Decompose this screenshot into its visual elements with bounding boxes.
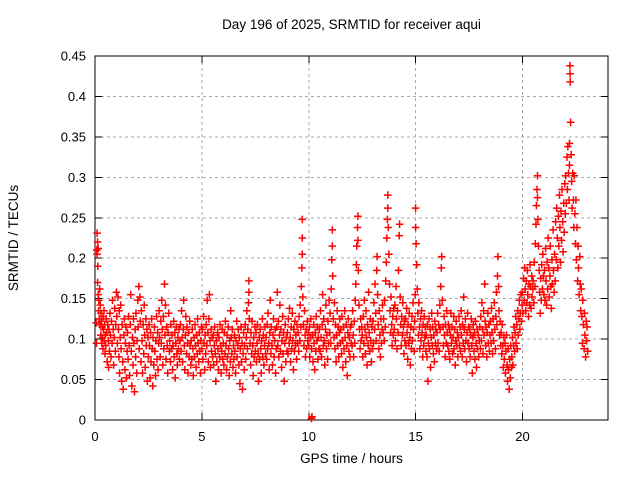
gridlines [95,55,608,420]
y-tick-label: 0.4 [68,89,86,104]
x-tick-label: 20 [515,429,529,444]
y-tick-label: 0 [79,413,86,428]
x-tick-label: 5 [198,429,205,444]
y-tick-label: 0.15 [61,291,86,306]
y-tick-label: 0.3 [68,170,86,185]
y-tick-label: 0.1 [68,332,86,347]
plot-border [94,55,609,421]
tick-marks [94,55,608,421]
y-tick-label: 0.25 [61,210,86,225]
y-tick-label: 0.05 [61,372,86,387]
y-tick-label: 0.35 [61,129,86,144]
x-tick-label: 15 [408,429,422,444]
x-axis-label: GPS time / hours [300,451,403,466]
x-tick-label: 0 [91,429,98,444]
scatter-points [92,61,592,423]
y-tick-label: 0.2 [68,251,86,266]
y-axis-label: SRMTID / TECUs [6,184,21,292]
chart-title: Day 196 of 2025, SRMTID for receiver aqu… [222,17,481,32]
x-tick-label: 10 [302,429,316,444]
y-tick-label: 0.45 [61,49,86,64]
